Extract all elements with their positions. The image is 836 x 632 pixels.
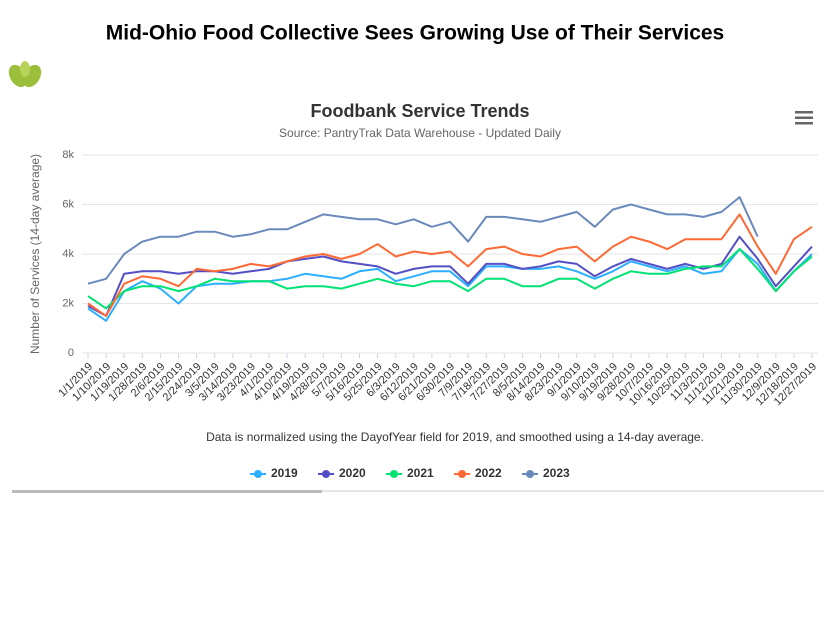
scrollbar-thumb[interactable] — [12, 490, 322, 493]
legend-label: 2020 — [339, 466, 366, 480]
legend-marker — [322, 470, 330, 478]
legend-item[interactable]: 2022 — [454, 466, 502, 480]
legend: 2019 2020 2021 2022 2023 — [250, 466, 570, 480]
series-line — [87, 235, 813, 317]
legend-label: 2019 — [271, 466, 298, 480]
legend-marker — [390, 470, 398, 478]
y-tick-label: 4k — [62, 248, 74, 260]
legend-marker — [526, 470, 534, 478]
series-line — [87, 196, 759, 285]
legend-label: 2021 — [407, 466, 434, 480]
legend-item[interactable]: 2019 — [250, 466, 298, 480]
menu-button[interactable] — [795, 111, 813, 125]
series-line — [87, 213, 813, 317]
y-tick-label: 6k — [62, 198, 74, 210]
legend-label: 2023 — [543, 466, 570, 480]
legend-item[interactable]: 2020 — [318, 466, 366, 480]
series-line — [87, 248, 813, 310]
chart-subtitle: Source: PantryTrak Data Warehouse - Upda… — [279, 126, 561, 140]
y-tick-label: 2k — [62, 297, 74, 309]
page-title: Mid-Ohio Food Collective Sees Growing Us… — [106, 22, 724, 45]
chart-title: Foodbank Service Trends — [310, 101, 529, 121]
y-tick-label: 8k — [62, 149, 74, 161]
legend-label: 2022 — [475, 466, 502, 480]
series-line — [87, 248, 813, 322]
scrollbar-track — [12, 490, 824, 492]
legend-marker — [458, 470, 466, 478]
logo — [8, 61, 42, 88]
y-tick-label: 0 — [68, 347, 74, 359]
legend-item[interactable]: 2023 — [522, 466, 570, 480]
legend-item[interactable]: 2021 — [386, 466, 434, 480]
legend-marker — [254, 470, 262, 478]
caption: Data is normalized using the DayofYear f… — [206, 430, 704, 444]
y-axis-label: Number of Services (14-day average) — [28, 154, 42, 354]
